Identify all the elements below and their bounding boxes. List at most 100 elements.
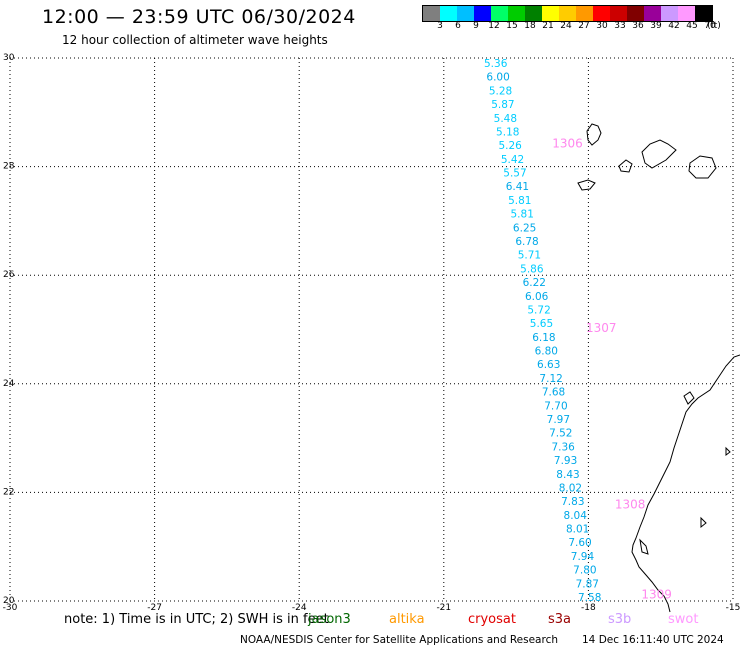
color-swatch: [661, 6, 678, 21]
credit-text: NOAA/NESDIS Center for Satellite Applica…: [240, 634, 558, 646]
color-scale-label: 39: [650, 21, 662, 31]
color-swatch: [457, 6, 474, 21]
wave-height-value: 5.57: [503, 168, 526, 180]
color-scale-label: 36: [632, 21, 644, 31]
x-tick-label: -18: [581, 603, 596, 613]
color-swatch: [508, 6, 525, 21]
color-swatch: [423, 6, 440, 21]
color-swatch: [695, 6, 712, 21]
color-scale-label: 27: [578, 21, 590, 31]
pass-time-label: 1306: [552, 137, 583, 151]
color-swatch: [474, 6, 491, 21]
color-swatch: [678, 6, 695, 21]
chart-subtitle: 12 hour collection of altimeter wave hei…: [62, 33, 328, 47]
wave-height-value: 7.60: [568, 537, 591, 549]
color-scale-label: 9: [473, 21, 479, 31]
wave-height-value: 5.87: [491, 99, 514, 111]
wave-height-value: 8.04: [564, 510, 588, 522]
satellite-legend-swot: swot: [668, 612, 699, 627]
wave-height-value: 7.93: [554, 455, 577, 467]
color-swatch: [440, 6, 457, 21]
satellite-legend-s3b: s3b: [608, 612, 632, 627]
y-tick-label: 26: [3, 270, 15, 280]
color-scale-label: 42: [668, 21, 680, 31]
african-coastline: [683, 391, 695, 405]
y-tick-label: 22: [3, 487, 14, 497]
coastlines: [577, 123, 740, 613]
wave-height-value: 7.52: [549, 428, 572, 440]
color-swatch: [610, 6, 627, 21]
wave-height-value: 7.58: [578, 592, 601, 604]
wave-height-value: 6.80: [535, 346, 558, 358]
color-scale-label: 45: [686, 21, 698, 31]
wave-height-value: 6.06: [525, 291, 549, 303]
satellite-legend-jason3: jason3: [308, 612, 351, 627]
color-scale-label: 18: [524, 21, 536, 31]
color-swatch: [491, 6, 508, 21]
african-coastline: [631, 354, 740, 613]
altimeter-track: 5.36 6.005.28 5.87 5.485.18 5.26 5.42 5.576.41…: [484, 58, 601, 604]
color-scale-bar: [422, 5, 713, 22]
x-tick-label: -24: [292, 603, 307, 613]
wave-height-value: 7.36: [551, 441, 575, 453]
canary-islands-coast: [577, 179, 596, 191]
y-tick-label: 30: [3, 53, 15, 63]
wave-height-value: 6.00: [486, 72, 509, 84]
color-swatch: [627, 6, 644, 21]
wave-height-value: 5.81: [511, 209, 534, 221]
african-coastline: [725, 446, 731, 456]
wave-height-value: 5.42: [501, 154, 524, 166]
color-swatch: [542, 6, 559, 21]
grid-lines: [9, 57, 734, 602]
wave-height-value: 7.83: [561, 496, 584, 508]
x-tick-label: -30: [3, 603, 18, 613]
color-scale-label: (ft): [707, 21, 721, 31]
y-tick-label: 28: [3, 162, 15, 172]
wave-height-value: 7.70: [544, 400, 567, 412]
x-tick-label: -15: [726, 603, 740, 613]
color-scale-label: 6: [455, 21, 461, 31]
wave-height-value: 5.72: [527, 304, 550, 316]
wave-height-value: 6.78: [515, 236, 538, 248]
chart-title: 12:00 — 23:59 UTC 06/30/2024: [42, 6, 356, 28]
wave-height-value: 8.01: [566, 524, 589, 536]
color-scale-label: 15: [506, 21, 518, 31]
canary-islands-coast: [688, 155, 717, 179]
wave-height-value: 5.26: [498, 140, 522, 152]
wave-height-value: 5.48: [494, 113, 517, 125]
wave-height-value: 5.18: [496, 126, 519, 138]
color-scale-label: 3: [437, 21, 443, 31]
axis-labels: -30 -27 -24 -21 -18 -15 30 28 26 24 22 20: [3, 53, 740, 613]
wave-height-value: 8.43: [556, 469, 579, 481]
color-swatch: [593, 6, 610, 21]
wave-height-value: 7.97: [547, 414, 570, 426]
color-scale-label: 33: [614, 21, 626, 31]
color-scale-label: 70: [704, 21, 716, 31]
satellite-legend-cryosat: cryosat: [468, 612, 516, 627]
color-swatch: [576, 6, 593, 21]
color-swatch: [559, 6, 576, 21]
color-scale-label: 12: [488, 21, 500, 31]
pass-time-label: 1307: [586, 321, 617, 335]
color-swatch: [525, 6, 542, 21]
wave-height-value: 6.18: [532, 332, 555, 344]
wave-height-value: 5.36: [484, 58, 508, 70]
pass-time-label: 1309: [641, 587, 672, 601]
wave-height-value: 6.25: [513, 222, 536, 234]
x-tick-label: -21: [436, 603, 451, 613]
wave-height-value: 7.12: [539, 373, 562, 385]
y-tick-label: 24: [3, 379, 15, 389]
y-tick-label: 20: [3, 596, 15, 606]
wave-height-value: 6.41: [506, 181, 529, 193]
african-coastline: [700, 516, 707, 529]
wave-height-value: 7.94: [571, 551, 595, 563]
color-scale-labels: 3 6 9 12 15 18 21 24 27 30 33 36 39 42 45 70 (ft): [422, 21, 740, 33]
pass-time-labels: 1306 1307 1308 1309: [552, 137, 672, 602]
wave-height-value: 5.28: [489, 85, 512, 97]
canary-islands-coast: [586, 123, 602, 146]
wave-height-value: 5.65: [530, 318, 553, 330]
wave-height-value: 5.81: [508, 195, 531, 207]
canary-islands-coast: [641, 139, 677, 169]
color-swatch: [644, 6, 661, 21]
